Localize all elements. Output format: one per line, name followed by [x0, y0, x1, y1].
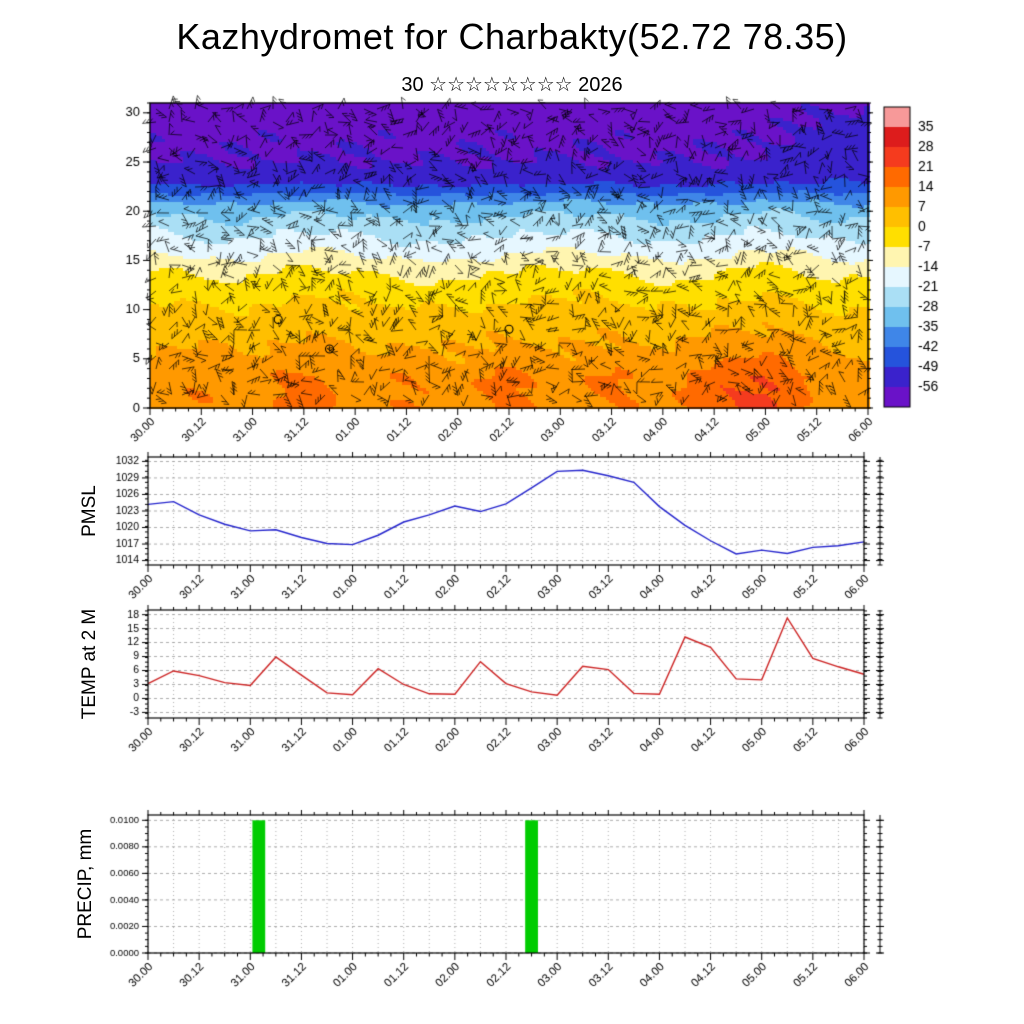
temp2m-axis-title: TEMP at 2 M [79, 608, 100, 720]
precip-axis-title: PRECIP, mm [75, 828, 96, 940]
